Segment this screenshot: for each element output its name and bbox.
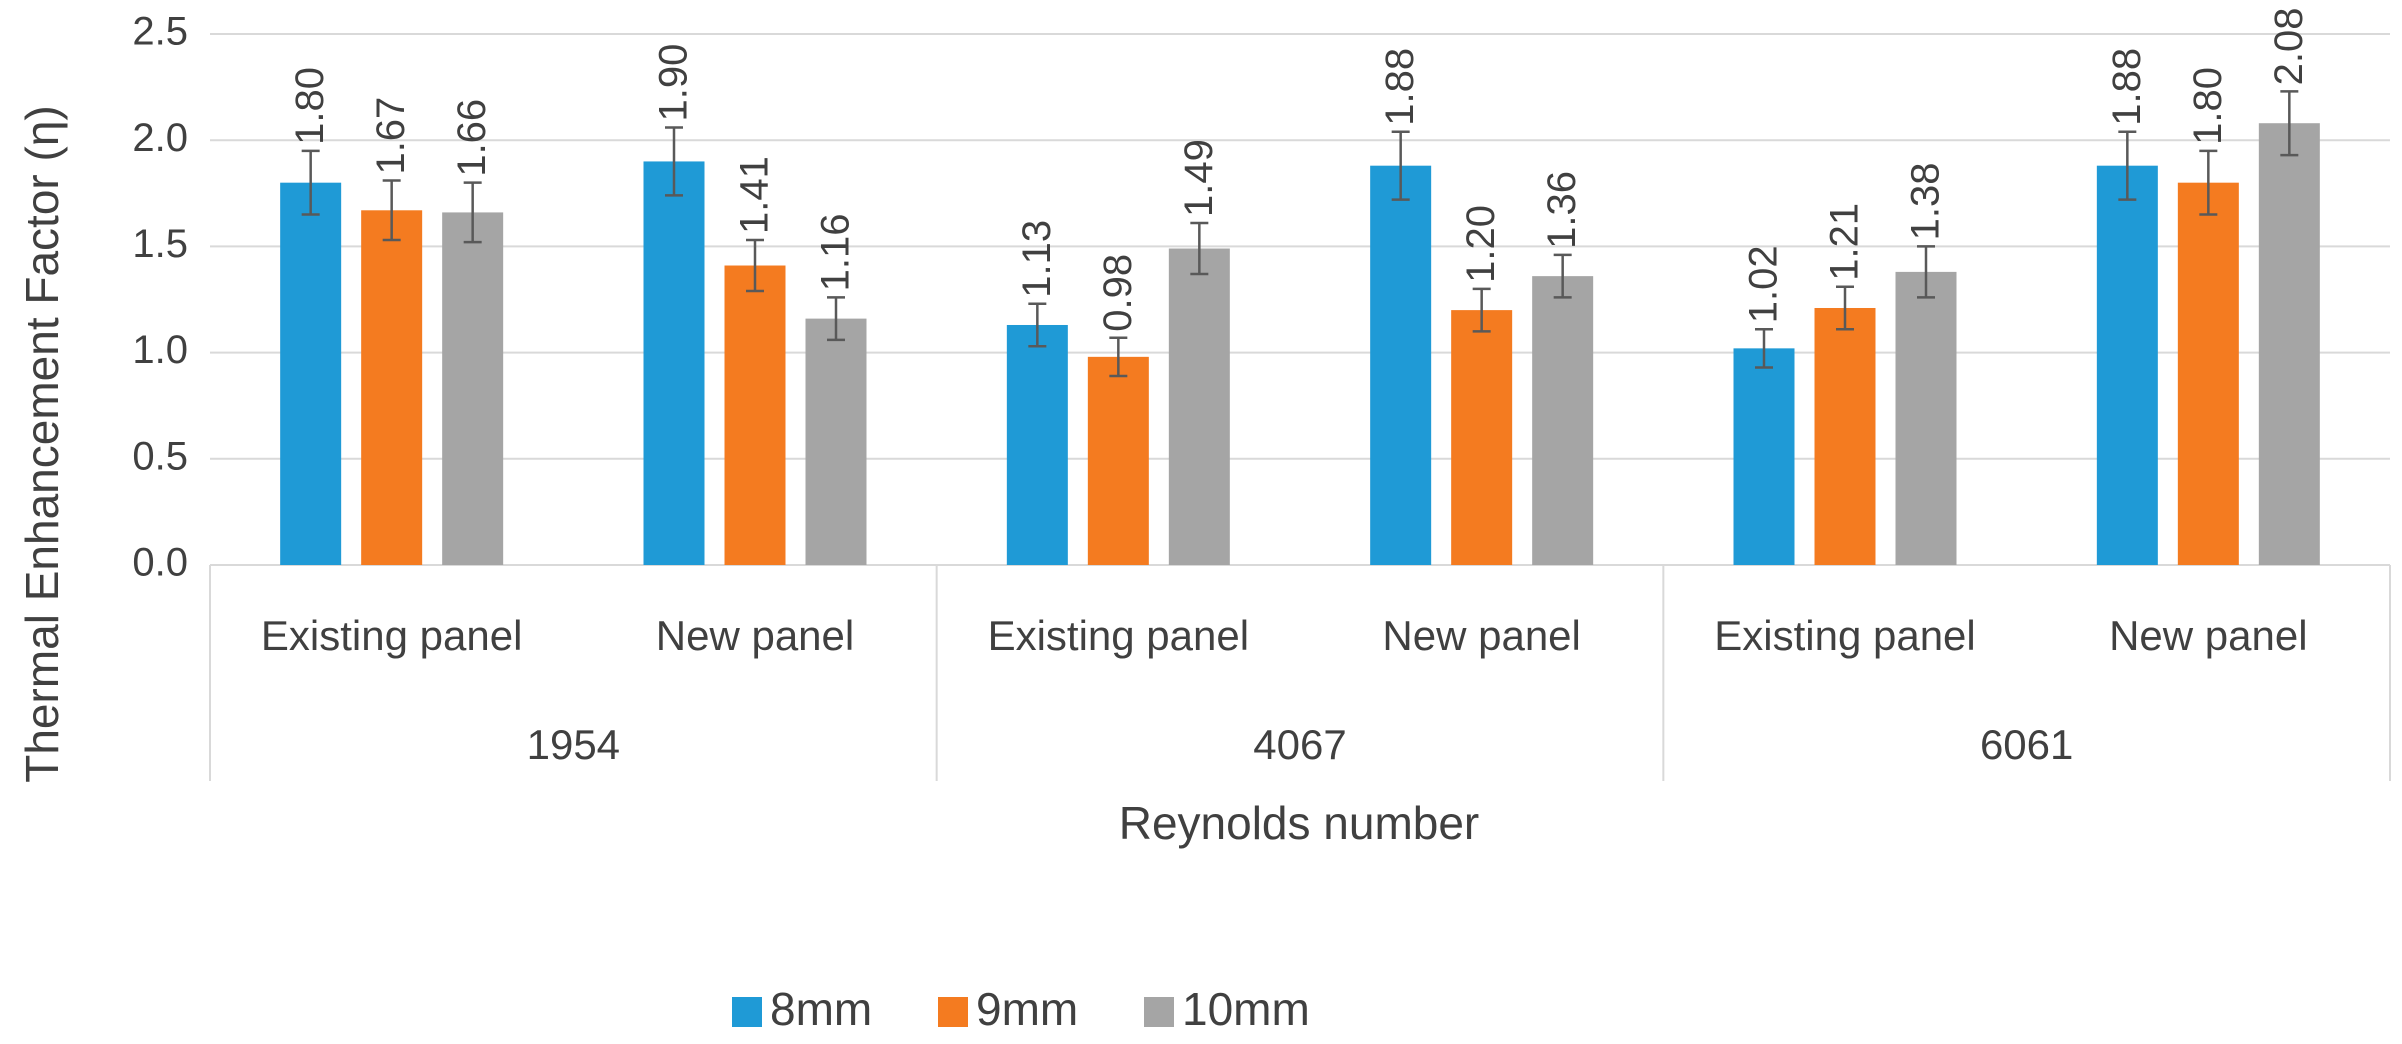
error-bar [301, 149, 320, 216]
bar [361, 210, 423, 566]
value-label: 0.98 [1096, 254, 1140, 332]
legend-label: 10mm [1182, 983, 1310, 1035]
bar [1087, 356, 1149, 565]
error-bar [2280, 90, 2299, 157]
value-label: 2.08 [2267, 7, 2311, 85]
value-label: 1.38 [1904, 163, 1948, 241]
value-label: 1.13 [1015, 220, 1059, 298]
bar [805, 318, 867, 565]
x-tick-label: Existing panel [988, 612, 1250, 659]
value-label: 1.67 [369, 97, 413, 175]
error-bar [1190, 221, 1209, 276]
group-label: 6061 [1980, 721, 2073, 768]
group-label: 1954 [527, 721, 620, 768]
bar [1451, 310, 1513, 565]
group-label: 4067 [1253, 721, 1346, 768]
x-tick-label: New panel [2109, 612, 2307, 659]
bar [643, 161, 705, 565]
y-tick-label: 1.0 [132, 328, 188, 372]
bar [2258, 123, 2320, 565]
x-tick-label: New panel [1382, 612, 1580, 659]
bar [1733, 348, 1795, 565]
value-label: 1.90 [652, 44, 696, 122]
value-label: 1.20 [1459, 205, 1503, 283]
error-bar [1755, 327, 1773, 369]
error-bar [1553, 253, 1572, 299]
legend-label: 9mm [976, 983, 1078, 1035]
bar [280, 182, 342, 565]
value-label: 1.16 [814, 214, 858, 292]
y-tick-label: 2.5 [132, 10, 188, 54]
value-label: 1.21 [1823, 203, 1867, 281]
value-label: 1.49 [1177, 139, 1221, 217]
bar [724, 265, 786, 565]
value-label: 1.36 [1540, 171, 1584, 249]
x-tick-label: Existing panel [1714, 612, 1976, 659]
bar [2096, 165, 2158, 566]
y-tick-label: 0.5 [132, 434, 188, 478]
error-bar [1391, 130, 1410, 201]
legend-swatch [732, 997, 762, 1027]
error-bar [746, 238, 764, 293]
error-bar [463, 181, 482, 244]
error-bar [2199, 149, 2218, 216]
legend-label: 8mm [770, 983, 872, 1035]
value-label: 1.80 [288, 67, 332, 145]
error-bar [1109, 336, 1128, 378]
bar [1370, 165, 1432, 566]
value-label: 1.88 [2105, 48, 2149, 126]
bar [1006, 324, 1068, 565]
error-bar [2118, 130, 2137, 201]
bar [1814, 307, 1876, 565]
x-tick-label: New panel [656, 612, 854, 659]
bar [442, 212, 504, 565]
bar [2177, 182, 2239, 565]
value-label: 1.80 [2186, 67, 2230, 145]
x-axis-title: Reynolds number [1119, 797, 1480, 849]
bar [1532, 276, 1594, 565]
value-label: 1.02 [1742, 245, 1786, 323]
error-bar [382, 179, 401, 242]
error-bar [1917, 245, 1935, 299]
y-tick-label: 2.0 [132, 116, 188, 160]
value-label: 1.66 [450, 99, 494, 177]
legend-swatch [938, 997, 968, 1027]
value-label: 1.88 [1378, 48, 1422, 126]
error-bar [1836, 285, 1854, 331]
error-bar [1472, 287, 1491, 333]
x-tick-label: Existing panel [261, 612, 523, 659]
error-bar [827, 296, 845, 342]
bar [1895, 271, 1957, 565]
y-axis-title: Thermal Enhancement Factor (η) [16, 105, 68, 783]
y-tick-label: 0.0 [132, 541, 188, 585]
legend-swatch [1144, 997, 1174, 1027]
error-bar [665, 126, 683, 197]
y-tick-label: 1.5 [132, 222, 188, 266]
bar [1168, 248, 1230, 566]
value-label: 1.41 [733, 156, 777, 234]
error-bar [1028, 302, 1047, 348]
